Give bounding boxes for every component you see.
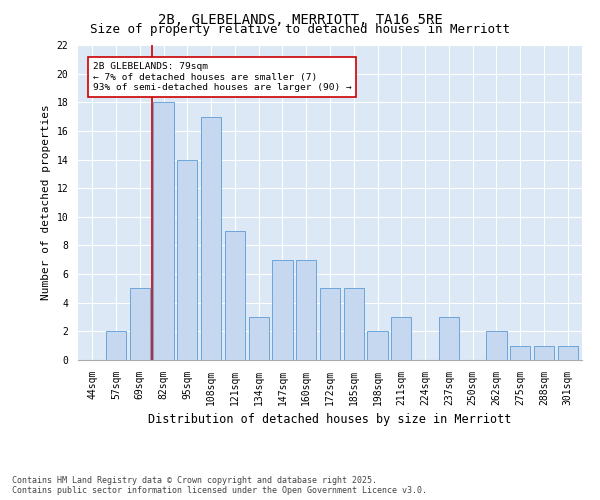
Bar xyxy=(487,332,506,360)
Bar xyxy=(557,346,578,360)
Bar xyxy=(391,317,412,360)
Bar xyxy=(272,260,293,360)
Bar xyxy=(248,317,269,360)
Bar xyxy=(344,288,364,360)
Bar xyxy=(106,332,126,360)
Text: Contains HM Land Registry data © Crown copyright and database right 2025.
Contai: Contains HM Land Registry data © Crown c… xyxy=(12,476,427,495)
Bar xyxy=(534,346,554,360)
Bar xyxy=(510,346,530,360)
Bar xyxy=(130,288,150,360)
Bar xyxy=(225,231,245,360)
Bar xyxy=(296,260,316,360)
Bar xyxy=(154,102,173,360)
Bar xyxy=(177,160,197,360)
Bar xyxy=(201,116,221,360)
Y-axis label: Number of detached properties: Number of detached properties xyxy=(41,104,51,300)
Text: Size of property relative to detached houses in Merriott: Size of property relative to detached ho… xyxy=(90,22,510,36)
Bar xyxy=(439,317,459,360)
Bar xyxy=(367,332,388,360)
Bar xyxy=(320,288,340,360)
X-axis label: Distribution of detached houses by size in Merriott: Distribution of detached houses by size … xyxy=(148,414,512,426)
Text: 2B GLEBELANDS: 79sqm
← 7% of detached houses are smaller (7)
93% of semi-detache: 2B GLEBELANDS: 79sqm ← 7% of detached ho… xyxy=(93,62,352,92)
Text: 2B, GLEBELANDS, MERRIOTT, TA16 5RE: 2B, GLEBELANDS, MERRIOTT, TA16 5RE xyxy=(158,12,442,26)
